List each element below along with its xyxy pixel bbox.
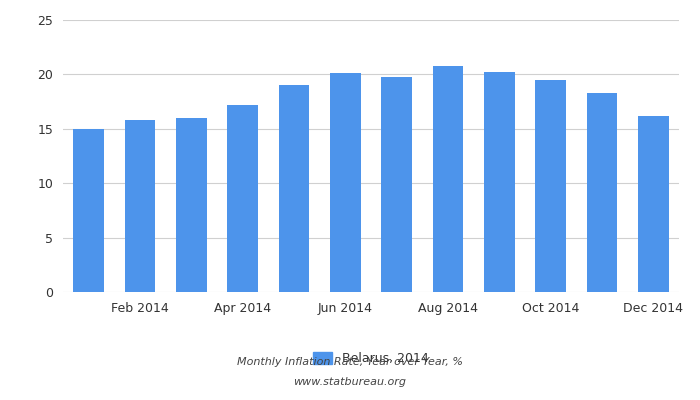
Bar	[638, 116, 668, 292]
Bar	[228, 105, 258, 292]
Text: www.statbureau.org: www.statbureau.org	[293, 377, 407, 387]
Bar	[587, 93, 617, 292]
Bar	[433, 66, 463, 292]
Bar	[74, 129, 104, 292]
Bar	[279, 85, 309, 292]
Legend: Belarus, 2014: Belarus, 2014	[308, 347, 434, 370]
Bar	[484, 72, 514, 292]
Bar	[330, 73, 360, 292]
Bar	[536, 80, 566, 292]
Text: Monthly Inflation Rate, Year over Year, %: Monthly Inflation Rate, Year over Year, …	[237, 357, 463, 367]
Bar	[382, 76, 412, 292]
Bar	[125, 120, 155, 292]
Bar	[176, 118, 206, 292]
